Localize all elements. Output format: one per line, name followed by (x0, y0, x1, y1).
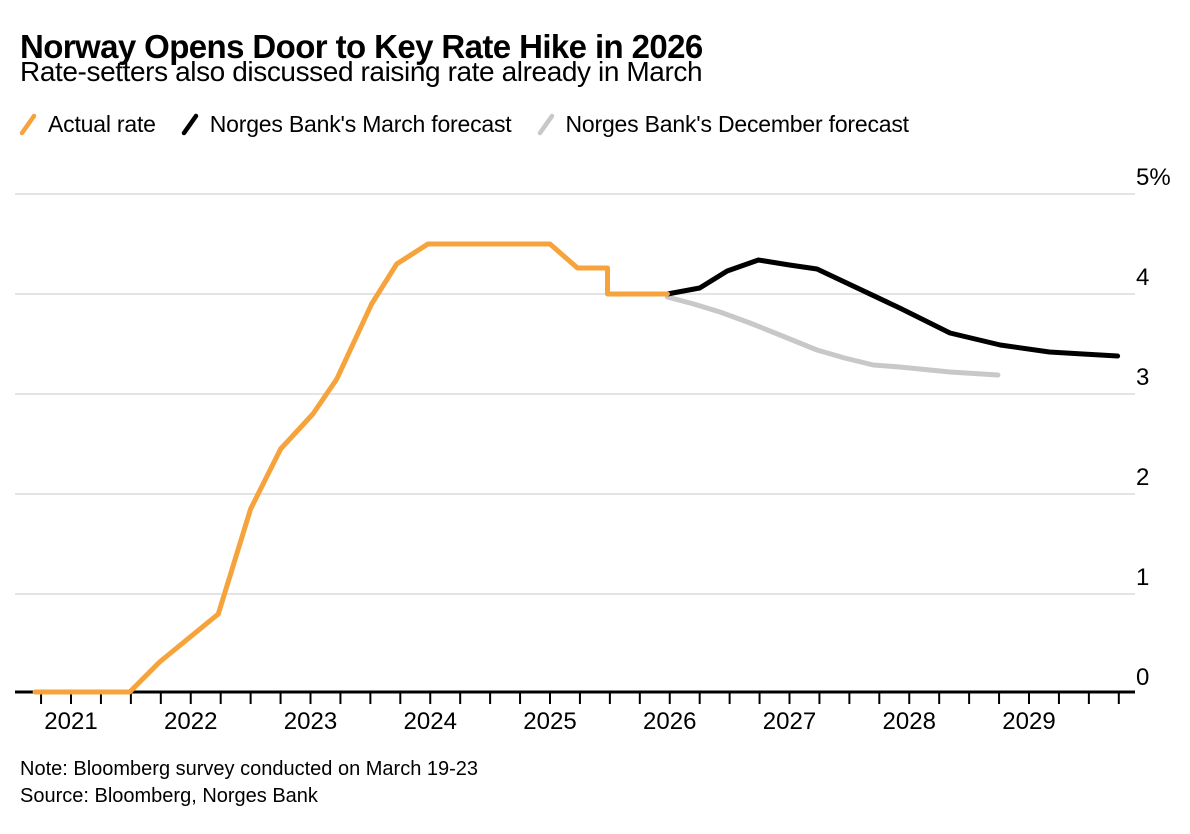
x-axis-label-2024: 2024 (404, 708, 457, 735)
legend-label-december-forecast: Norges Bank's December forecast (565, 111, 910, 137)
legend-item-actual-rate: Actual rate (18, 111, 156, 138)
x-axis-label-2023: 2023 (284, 708, 337, 735)
chart-title: Norway Opens Door to Key Rate Hike in 20… (20, 28, 703, 66)
series-line-actual-rate (32, 241, 670, 695)
y-axis-label-4: 4 (1136, 264, 1149, 291)
legend-label-actual-rate: Actual rate (48, 111, 156, 137)
x-axis-label-2027: 2027 (763, 708, 816, 735)
y-axis-label-2: 2 (1136, 464, 1149, 491)
y-axis-label-1: 1 (1136, 564, 1149, 591)
legend-label-march-forecast: Norges Bank's March forecast (209, 111, 512, 137)
x-axis-label-2021: 2021 (44, 708, 97, 735)
chart-legend: Actual rate Norges Bank's March forecast… (18, 111, 909, 138)
march-forecast-swatch-icon (181, 113, 198, 136)
x-axis-label-2026: 2026 (643, 708, 696, 735)
legend-item-march-forecast: Norges Bank's March forecast (180, 111, 512, 138)
chart-source: Source: Bloomberg, Norges Bank (20, 785, 318, 807)
chart-note: Note: Bloomberg survey conducted on Marc… (20, 758, 479, 780)
x-axis-label-2022: 2022 (164, 708, 217, 735)
y-axis-label-5: 5% (1136, 164, 1171, 191)
x-axis-label-2029: 2029 (1002, 708, 1055, 735)
legend-item-december-forecast: Norges Bank's December forecast (536, 111, 909, 138)
y-axis-label-3: 3 (1136, 364, 1149, 391)
x-axis-label-2025: 2025 (523, 708, 576, 735)
footnote-block: Note: Bloomberg survey conducted on Marc… (20, 756, 478, 810)
chart-subtitle: Rate-setters also discussed raising rate… (20, 56, 703, 87)
actual-rate-swatch-icon (19, 113, 37, 136)
december-forecast-swatch-icon (537, 113, 554, 136)
series-line-norges-bank-s-march-forecast (664, 257, 1121, 359)
y-axis-label-0: 0 (1136, 664, 1149, 691)
series-line-norges-bank-s-december-forecast (664, 294, 1001, 378)
x-axis-label-2028: 2028 (883, 708, 936, 735)
